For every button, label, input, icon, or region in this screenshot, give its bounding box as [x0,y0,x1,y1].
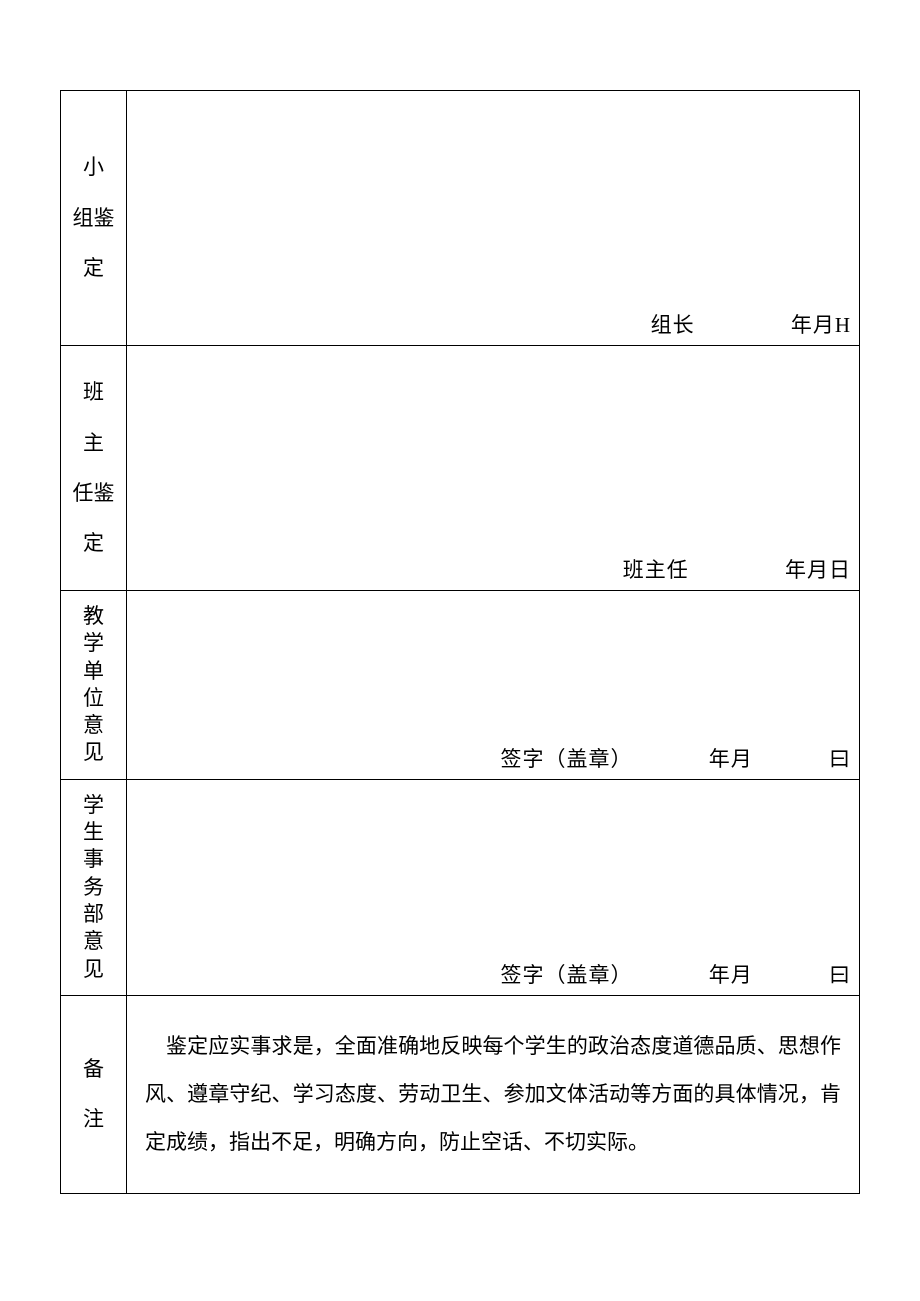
label-char: 备 [83,1044,104,1094]
signature-role: 签字（盖章） [501,743,633,773]
row-class-teacher-evaluation: 班 主 任鉴 定 班主任 年月日 [61,346,860,591]
date-ym: 年月 [709,959,753,989]
label-char: 组鉴 [73,193,115,243]
label-char: 见 [83,739,104,766]
label-char: 务 [83,874,104,901]
label-char: 任鉴 [73,468,115,518]
date-d: 曰 [829,743,851,773]
date-ym: 年月 [785,554,829,584]
label-group-evaluation: 小 组鉴 定 [61,91,127,346]
label-char: 生 [83,819,104,846]
evaluation-form-table: 小 组鉴 定 组长 年月H 班 主 任鉴 定 班主任 年月日 [60,90,860,1194]
label-char: 定 [83,518,104,568]
label-char: 单 [83,658,104,685]
label-char: 意 [83,928,104,955]
content-group-evaluation: 组长 年月H [127,91,860,346]
label-char: 定 [83,243,104,293]
label-class-teacher-evaluation: 班 主 任鉴 定 [61,346,127,591]
label-char: 班 [83,367,104,417]
content-notes: 鉴定应实事求是，全面准确地反映每个学生的政治态度道德品质、思想作风、遵章守纪、学… [127,995,860,1193]
label-char: 事 [83,846,104,873]
row-student-affairs-opinion: 学 生 事 务 部 意 见 签字（盖章） 年月 曰 [61,779,860,995]
content-class-teacher-evaluation: 班主任 年月日 [127,346,860,591]
notes-text: 鉴定应实事求是，全面准确地反映每个学生的政治态度道德品质、思想作风、遵章守纪、学… [135,1006,851,1183]
signature-student-affairs: 签字（盖章） 年月 曰 [135,959,851,989]
date-d: 曰 [829,959,851,989]
label-char: 小 [83,142,104,192]
label-char: 主 [83,418,104,468]
date-d: 日 [829,558,851,582]
content-teaching-unit-opinion: 签字（盖章） 年月 曰 [127,591,860,780]
date-d: H [835,313,851,338]
label-teaching-unit-opinion: 教 学 单 位 意 见 [61,591,127,780]
signature-class-teacher: 班主任 年月日 [135,554,851,584]
label-char: 见 [83,956,104,983]
label-student-affairs-opinion: 学 生 事 务 部 意 见 [61,779,127,995]
signature-role: 班主任 [623,554,689,584]
label-char: 学 [83,792,104,819]
content-student-affairs-opinion: 签字（盖章） 年月 曰 [127,779,860,995]
label-char: 教 [83,603,104,630]
row-teaching-unit-opinion: 教 学 单 位 意 见 签字（盖章） 年月 曰 [61,591,860,780]
label-char: 注 [83,1094,104,1144]
date-ym: 年月 [709,743,753,773]
signature-group: 组长 年月H [135,309,851,339]
signature-role: 组长 [651,309,695,339]
label-notes: 备 注 [61,995,127,1193]
label-char: 位 [83,685,104,712]
date-ym: 年月 [791,309,835,339]
label-char: 学 [83,630,104,657]
label-char: 部 [83,901,104,928]
row-group-evaluation: 小 组鉴 定 组长 年月H [61,91,860,346]
row-notes: 备 注 鉴定应实事求是，全面准确地反映每个学生的政治态度道德品质、思想作风、遵章… [61,995,860,1193]
label-char: 意 [83,712,104,739]
signature-teaching-unit: 签字（盖章） 年月 曰 [135,743,851,773]
signature-role: 签字（盖章） [501,959,633,989]
